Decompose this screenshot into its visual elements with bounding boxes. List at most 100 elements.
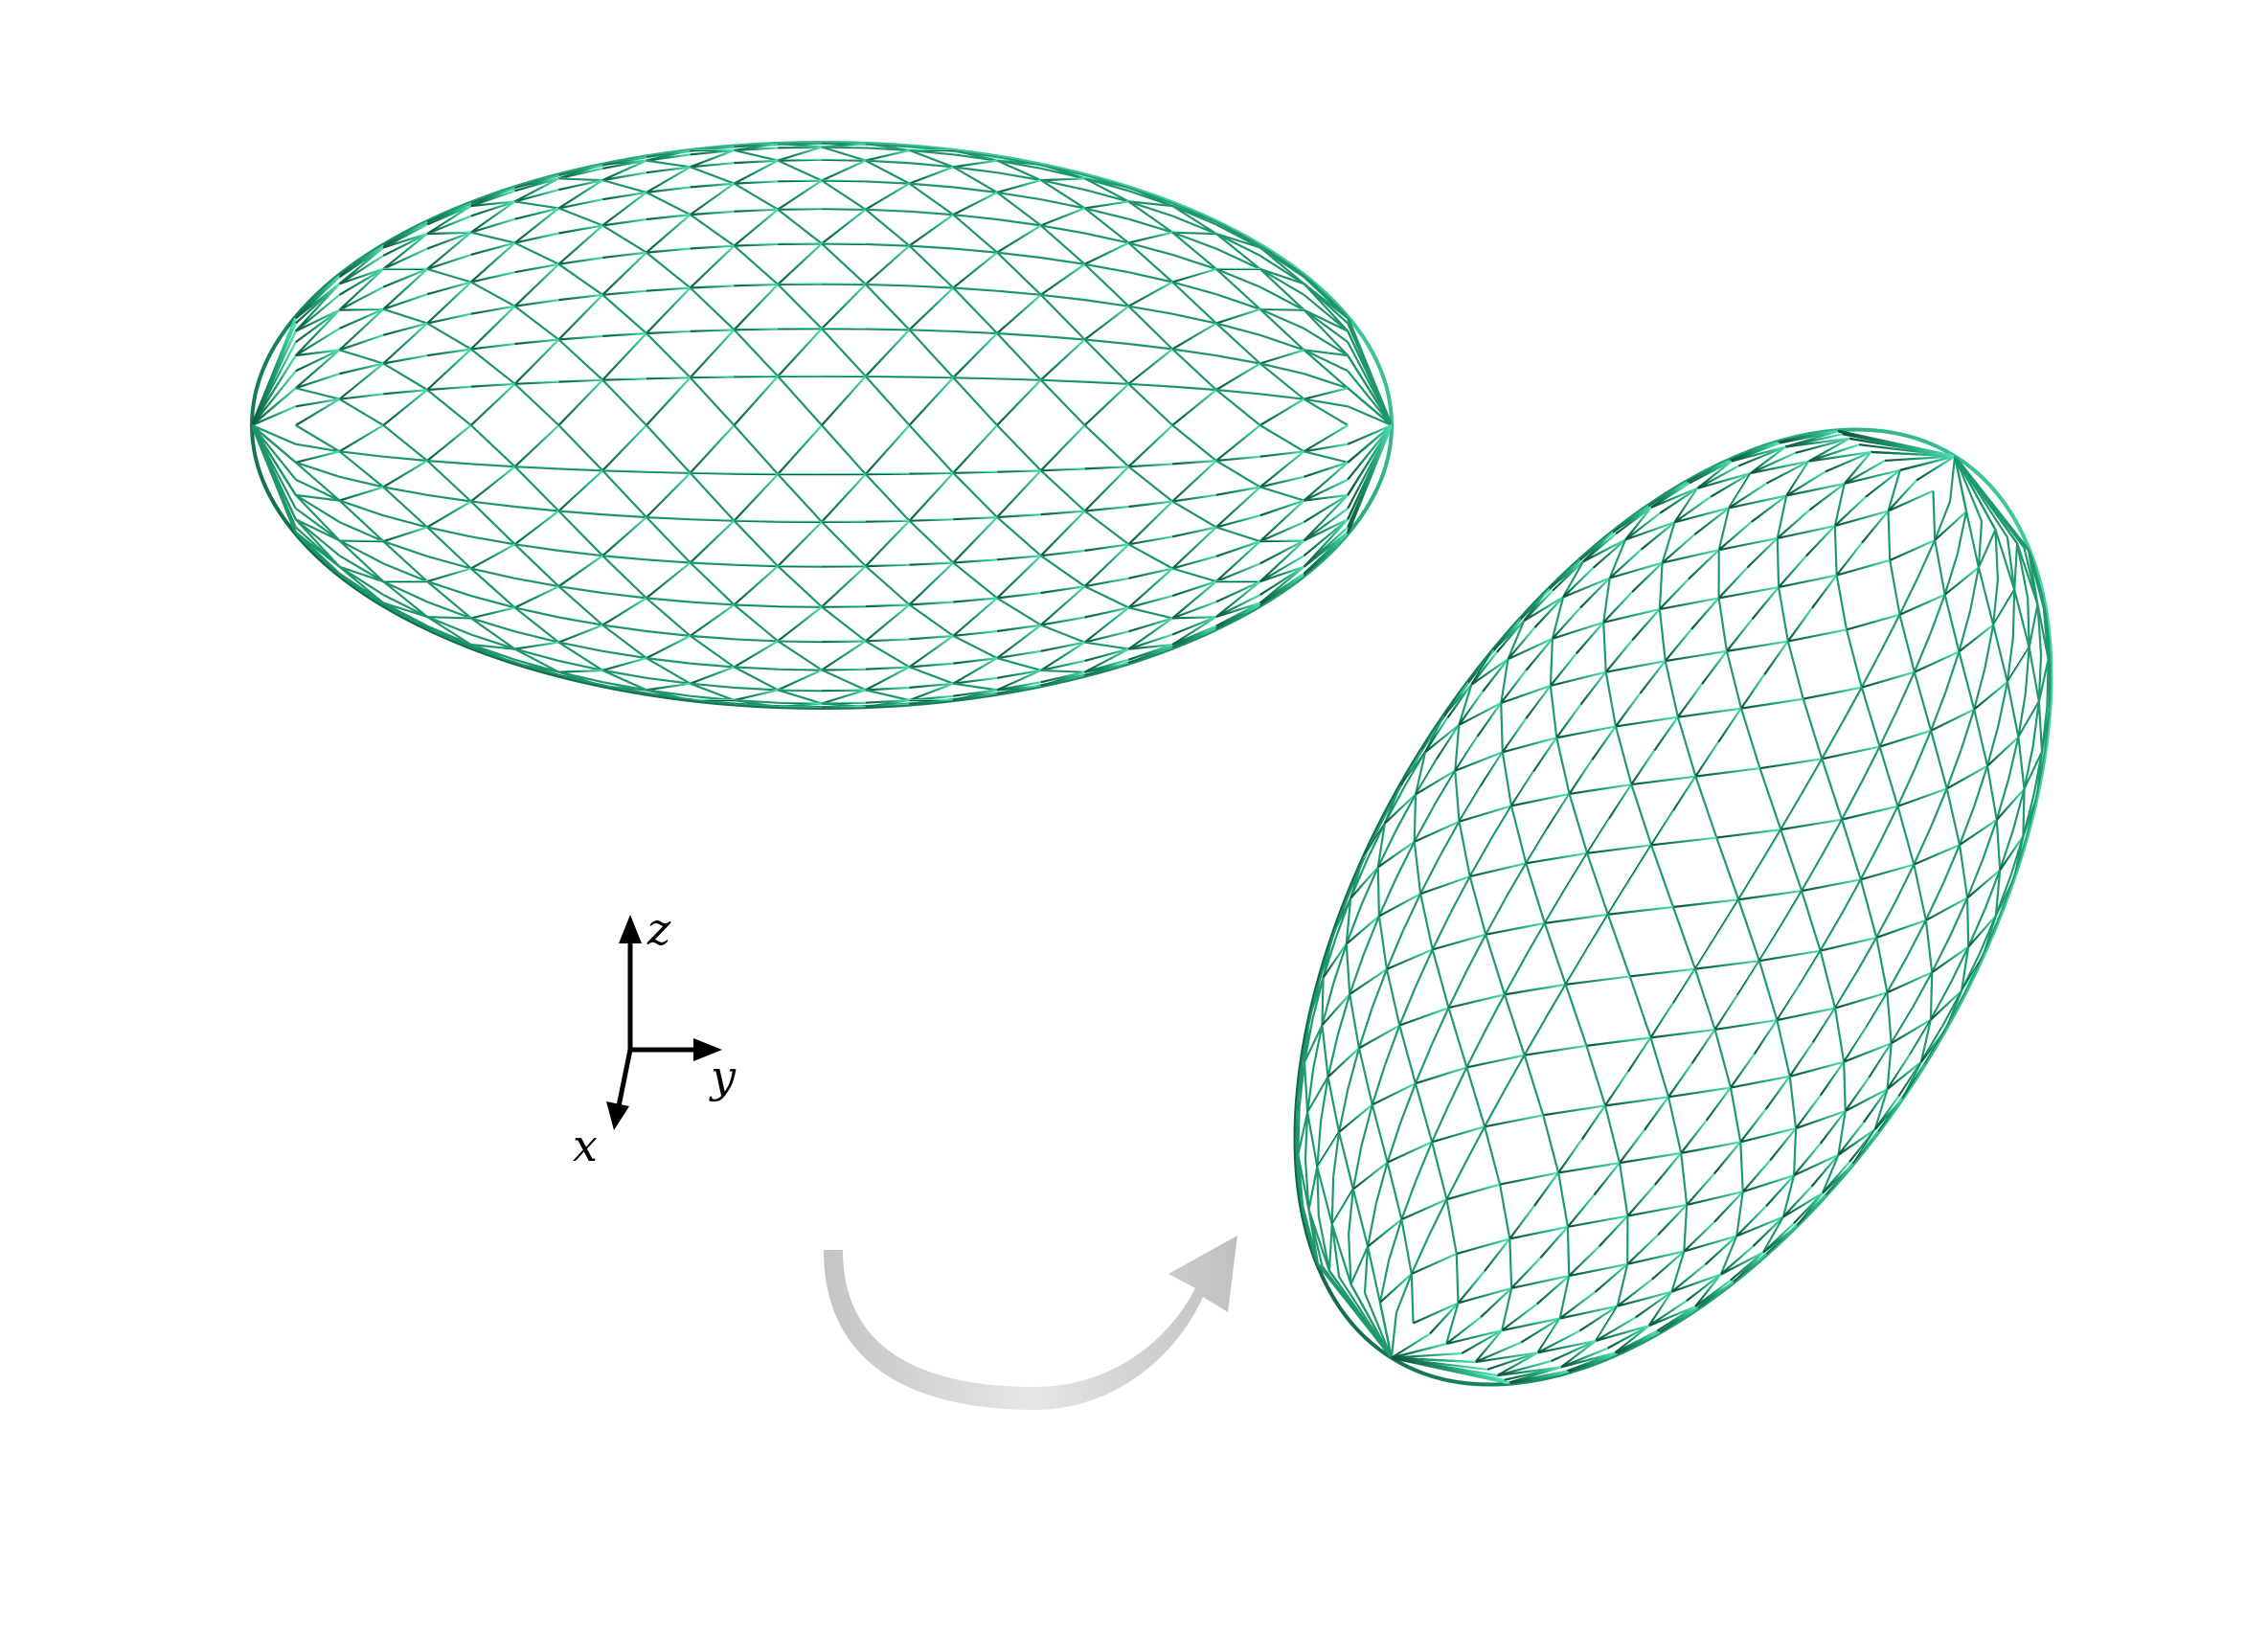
mesh-edge xyxy=(778,242,823,245)
mesh-edge xyxy=(733,375,780,426)
mesh-edge xyxy=(865,242,910,247)
mesh-edge xyxy=(1977,567,1995,625)
mesh-edge xyxy=(1800,758,1824,795)
mesh-edge xyxy=(778,605,823,608)
mesh-edge xyxy=(1750,494,1787,523)
mesh-edge xyxy=(646,470,691,474)
mesh-edge xyxy=(1843,1027,1868,1063)
mesh-edge xyxy=(1414,840,1440,859)
mesh-edge xyxy=(1615,533,1626,541)
mesh-edge xyxy=(777,208,823,245)
mesh-edge xyxy=(602,191,647,201)
mesh-edge xyxy=(1887,479,1917,512)
x-axis-label: x xyxy=(573,1120,598,1171)
mesh-edge xyxy=(733,284,779,331)
mesh-edge xyxy=(426,580,472,620)
mesh-edge xyxy=(1400,1218,1430,1237)
mesh-edge xyxy=(1364,1291,1381,1304)
mesh-edge xyxy=(470,231,515,244)
mesh-edge xyxy=(1332,1131,1341,1177)
mesh-edge xyxy=(997,555,1041,561)
mesh-edge xyxy=(1848,437,1860,446)
mesh-edge xyxy=(1363,1246,1370,1293)
mesh-edge xyxy=(252,405,297,427)
mesh-edge xyxy=(1811,606,1848,631)
mesh-edge xyxy=(426,205,472,235)
mesh-edge xyxy=(1040,198,1085,210)
mesh-edge xyxy=(1128,567,1173,579)
mesh-edge xyxy=(646,629,691,637)
wireframe-ellipsoid-rotated xyxy=(1293,427,2053,1387)
mesh-edge xyxy=(1431,1125,1486,1144)
mesh-edge xyxy=(952,332,998,378)
mesh-edge xyxy=(1415,986,1450,1010)
mesh-edge xyxy=(1523,1019,1547,1056)
mesh-edge xyxy=(777,375,823,426)
mesh-edge xyxy=(1654,1184,1688,1206)
mesh-edge xyxy=(1739,1141,1771,1162)
mesh-edge xyxy=(908,603,954,637)
mesh-edge xyxy=(1899,455,1956,471)
mesh-edge xyxy=(1040,469,1086,512)
mesh-edge xyxy=(514,262,559,274)
mesh-edge xyxy=(1306,1067,1315,1113)
mesh-edge xyxy=(1945,749,1962,789)
mesh-edge xyxy=(1504,862,1528,899)
mesh-edge xyxy=(734,703,779,708)
mesh-edge xyxy=(1445,1198,1479,1220)
mesh-edge xyxy=(1525,717,1557,739)
mesh-edge xyxy=(1763,673,1804,700)
mesh-edge xyxy=(1040,585,1086,626)
mesh-edge xyxy=(1602,607,1661,624)
mesh-edge xyxy=(690,210,735,216)
mesh-edge xyxy=(778,668,823,671)
mesh-edge xyxy=(1686,1191,1744,1207)
mesh-edge xyxy=(1321,977,1325,1026)
mesh-edge xyxy=(1929,972,1934,1020)
mesh-edge xyxy=(865,666,911,692)
mesh-edge xyxy=(557,585,603,626)
mesh-edge xyxy=(996,217,1041,227)
mesh-edge xyxy=(1413,1302,1459,1325)
mesh-edge xyxy=(1786,641,1804,700)
mesh-edge xyxy=(1403,751,1427,788)
mesh-edge xyxy=(1499,1171,1559,1186)
mesh-edge xyxy=(1631,639,1667,663)
mesh-edge xyxy=(513,606,560,644)
mesh-edge xyxy=(1930,708,1975,732)
mesh-edge xyxy=(1795,1095,1822,1129)
mesh-edge xyxy=(646,376,692,426)
mesh-edge xyxy=(1171,627,1217,649)
mesh-edge xyxy=(1259,285,1305,311)
mesh-edge xyxy=(1040,256,1085,265)
mesh-edge xyxy=(997,377,1041,381)
mesh-edge xyxy=(339,521,384,543)
mesh-edge xyxy=(1795,437,1850,454)
mesh-edge xyxy=(1819,1110,1847,1145)
mesh-edge xyxy=(1662,561,1690,580)
mesh-edge xyxy=(1480,1316,1503,1331)
mesh-edge xyxy=(1737,465,1752,475)
mesh-edge xyxy=(1627,1203,1688,1217)
mesh-edge xyxy=(1558,1275,1571,1319)
mesh-edge xyxy=(1886,1060,1922,1090)
mesh-edge xyxy=(909,518,954,522)
mesh-edge xyxy=(1304,373,1349,390)
mesh-edge xyxy=(821,158,866,162)
mesh-edge xyxy=(1801,793,1843,821)
mesh-edge xyxy=(1736,994,1778,1022)
mesh-edge xyxy=(1171,601,1217,620)
mesh-edge xyxy=(1557,1138,1583,1174)
mesh-edge xyxy=(1710,472,1752,498)
mesh-edge xyxy=(1259,246,1305,285)
mesh-edge xyxy=(1930,691,1947,732)
mesh-edge xyxy=(1630,783,1674,812)
mesh-edge xyxy=(1934,539,1959,556)
mesh-edge xyxy=(865,208,911,247)
mesh-edge xyxy=(952,561,998,600)
mesh-edge xyxy=(1958,651,1976,710)
mesh-edge xyxy=(1215,322,1261,365)
mesh-edge xyxy=(1657,1234,1685,1253)
mesh-edge xyxy=(1932,455,1957,492)
mesh-edge xyxy=(1399,1082,1417,1123)
